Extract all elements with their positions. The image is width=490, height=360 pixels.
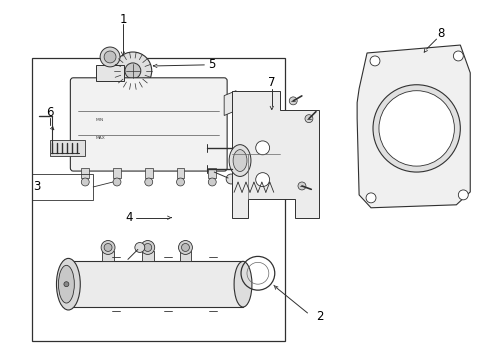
Bar bbox=[176, 168, 184, 178]
Bar bbox=[142, 251, 154, 261]
Circle shape bbox=[114, 52, 152, 90]
Circle shape bbox=[256, 173, 270, 186]
Ellipse shape bbox=[56, 258, 80, 310]
Circle shape bbox=[64, 282, 69, 287]
Circle shape bbox=[181, 243, 190, 251]
Circle shape bbox=[298, 182, 306, 190]
Text: MAX: MAX bbox=[95, 135, 105, 140]
Circle shape bbox=[144, 243, 152, 251]
Circle shape bbox=[125, 63, 141, 79]
Circle shape bbox=[379, 91, 454, 166]
Circle shape bbox=[366, 193, 376, 203]
Circle shape bbox=[113, 178, 121, 186]
Text: 6: 6 bbox=[46, 106, 53, 119]
Bar bbox=[102, 251, 114, 261]
Polygon shape bbox=[232, 91, 319, 218]
Circle shape bbox=[81, 178, 89, 186]
Text: 2: 2 bbox=[316, 310, 323, 323]
Circle shape bbox=[458, 190, 468, 200]
Circle shape bbox=[289, 97, 297, 105]
Text: 3: 3 bbox=[33, 180, 40, 193]
Polygon shape bbox=[357, 45, 470, 208]
Circle shape bbox=[226, 174, 236, 184]
Bar bbox=[49, 140, 85, 156]
Circle shape bbox=[176, 178, 184, 186]
Circle shape bbox=[208, 178, 216, 186]
Circle shape bbox=[178, 240, 193, 255]
Bar bbox=[81, 168, 89, 178]
Text: 4: 4 bbox=[125, 211, 133, 224]
Bar bbox=[32, 58, 285, 341]
Text: MIN: MIN bbox=[95, 118, 103, 122]
FancyBboxPatch shape bbox=[71, 78, 227, 171]
Bar bbox=[145, 168, 153, 178]
Circle shape bbox=[256, 141, 270, 155]
Circle shape bbox=[453, 51, 464, 61]
Bar bbox=[208, 168, 216, 178]
Ellipse shape bbox=[229, 145, 251, 176]
Ellipse shape bbox=[233, 150, 247, 171]
Ellipse shape bbox=[58, 265, 74, 303]
Text: 8: 8 bbox=[437, 27, 444, 40]
Circle shape bbox=[104, 243, 112, 251]
Text: 5: 5 bbox=[209, 58, 216, 71]
Circle shape bbox=[135, 243, 145, 252]
Bar bbox=[32, 174, 93, 200]
Circle shape bbox=[145, 178, 153, 186]
Circle shape bbox=[104, 51, 116, 63]
Circle shape bbox=[373, 85, 460, 172]
Polygon shape bbox=[224, 91, 236, 116]
Circle shape bbox=[100, 47, 120, 67]
Bar bbox=[113, 168, 121, 178]
Text: 1: 1 bbox=[119, 13, 127, 26]
Circle shape bbox=[101, 240, 115, 255]
Circle shape bbox=[305, 115, 313, 123]
Bar bbox=[69, 261, 243, 307]
Circle shape bbox=[370, 56, 380, 66]
Bar bbox=[179, 251, 192, 261]
Ellipse shape bbox=[234, 261, 252, 307]
Circle shape bbox=[141, 240, 155, 255]
Text: 7: 7 bbox=[268, 76, 275, 89]
Bar bbox=[96, 65, 124, 81]
